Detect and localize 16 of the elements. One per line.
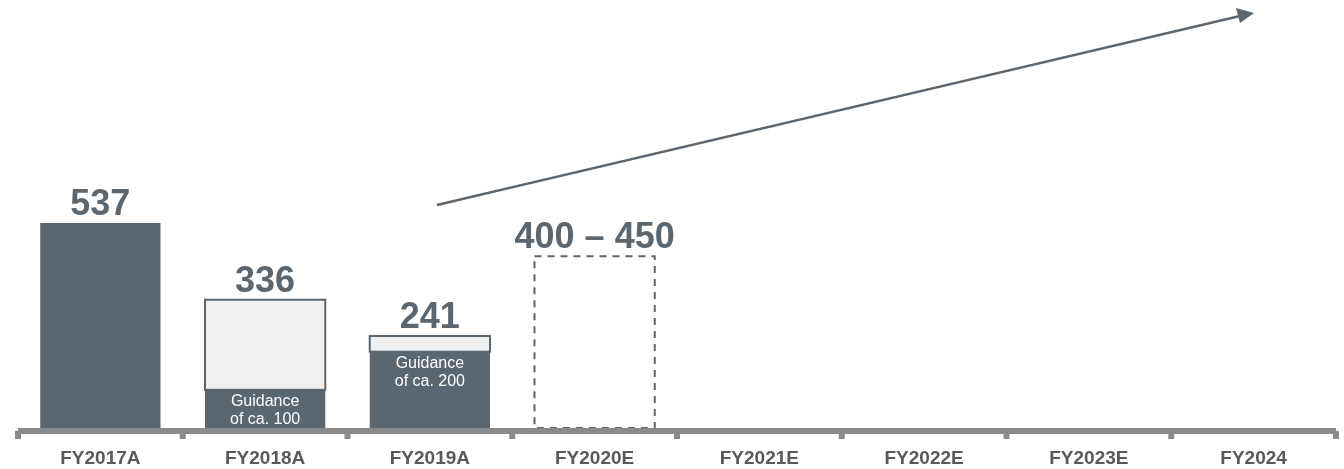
x-tick-label: FY2019A xyxy=(389,447,471,468)
x-tick-label: FY2023E xyxy=(1049,447,1129,468)
bar xyxy=(533,255,656,429)
data-label: Guidance of ca. 200 xyxy=(394,353,466,389)
x-tick-label: FY2018A xyxy=(224,447,306,468)
total-label: 336 xyxy=(235,258,296,300)
bar xyxy=(40,223,161,428)
total-label: 241 xyxy=(399,295,460,336)
x-tick-label: FY2020E xyxy=(555,447,635,468)
x-tick-label: FY2017A xyxy=(60,447,141,468)
total-label: 537 xyxy=(70,182,131,223)
x-tick-label: FY2022E xyxy=(884,447,964,468)
x-tick-label: FY2021E xyxy=(719,447,799,468)
x-tick-label: FY2024 xyxy=(1220,447,1288,468)
data-label: Guidance of ca. 100 xyxy=(229,391,301,427)
annotation: 400 – 450 xyxy=(514,215,675,257)
